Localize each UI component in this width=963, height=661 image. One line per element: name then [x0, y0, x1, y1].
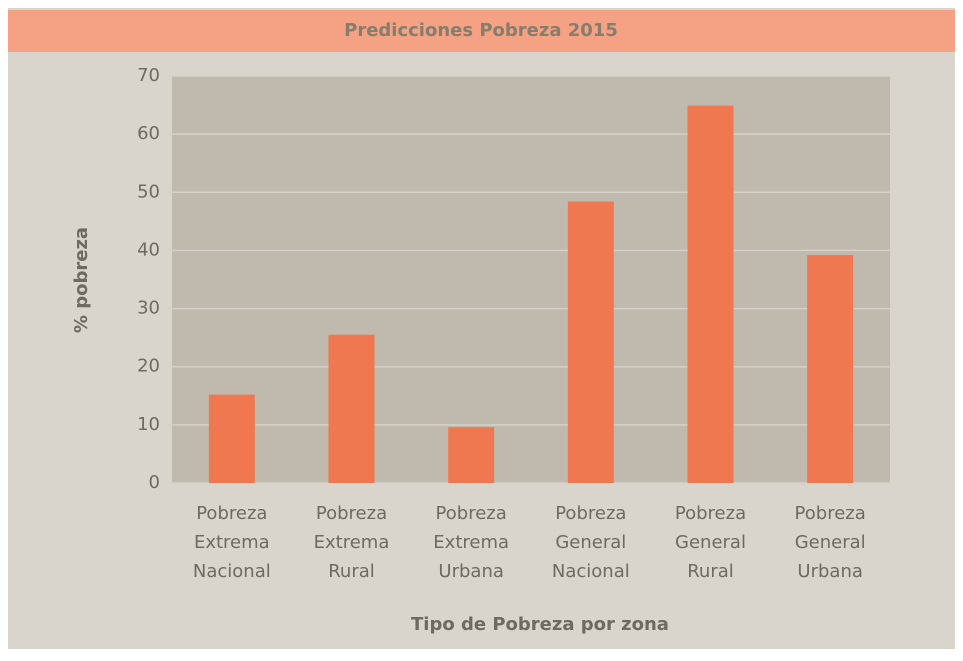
- bar: [328, 334, 375, 483]
- y-tick-label: 10: [137, 414, 160, 435]
- y-tick-label: 0: [149, 472, 160, 493]
- x-tick-label: Pobreza General Rural: [675, 503, 746, 582]
- y-tick-label: 20: [137, 356, 160, 377]
- x-tick-label: Pobreza Extrema Urbana: [433, 503, 509, 582]
- x-tick-label: Pobreza Extrema Nacional: [193, 503, 271, 582]
- x-axis-label: Tipo de Pobreza por zona: [411, 614, 669, 635]
- y-tick-label: 60: [137, 123, 160, 144]
- y-tick-label: 30: [137, 298, 160, 319]
- bar: [208, 394, 255, 483]
- bar: [687, 105, 734, 483]
- plot-area: [172, 76, 890, 483]
- x-tick-label: Pobreza Extrema Rural: [314, 503, 390, 582]
- y-tick-label: 50: [137, 181, 160, 202]
- x-tick-label: Pobreza General Nacional: [552, 503, 630, 582]
- y-tick-label: 70: [137, 65, 160, 86]
- bar: [567, 201, 614, 484]
- bar: [807, 255, 854, 483]
- title-banner: [8, 10, 955, 52]
- x-tick-label: Pobreza General Urbana: [795, 503, 866, 582]
- y-tick-label: 40: [137, 239, 160, 260]
- y-axis-label: % pobreza: [71, 227, 92, 333]
- bar: [448, 427, 495, 483]
- chart-title: Predicciones Pobreza 2015: [344, 20, 618, 41]
